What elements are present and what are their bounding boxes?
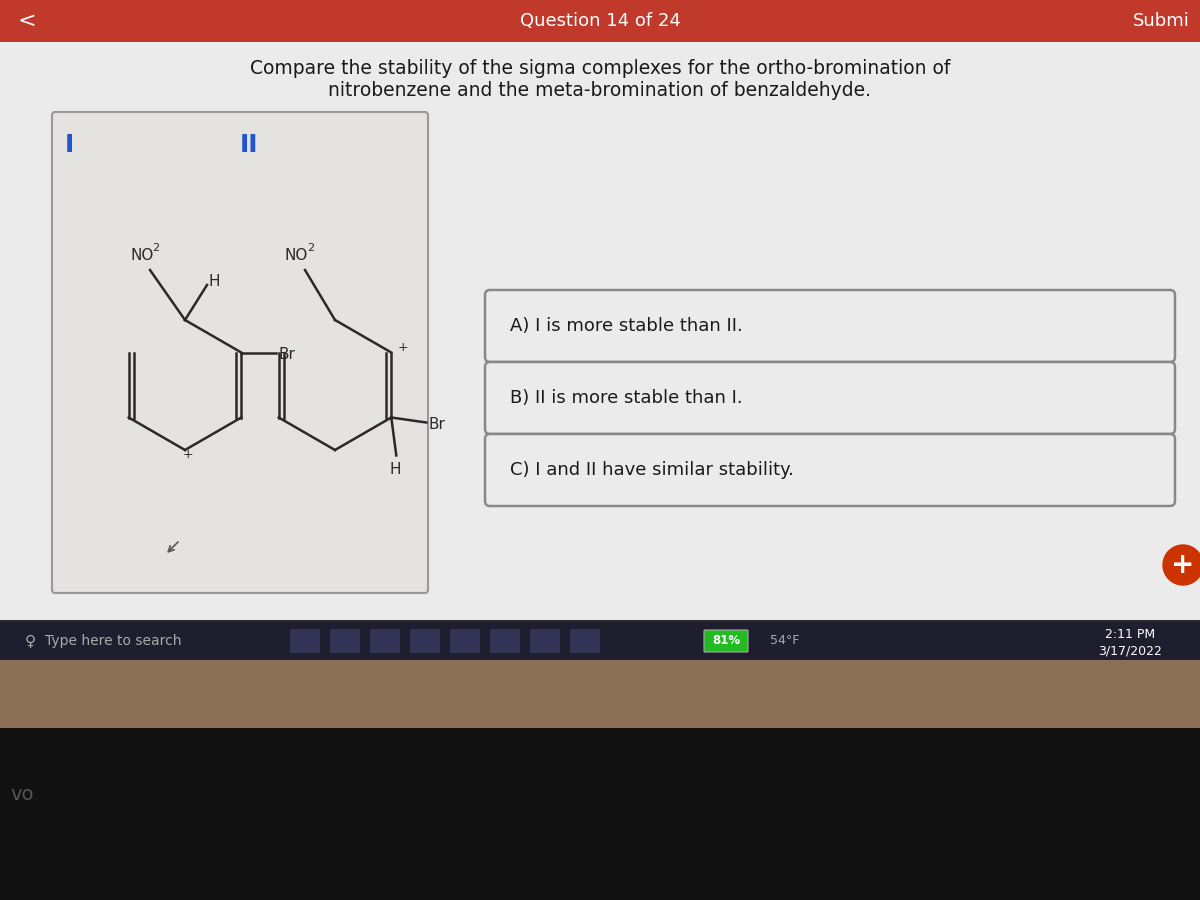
FancyBboxPatch shape: [290, 629, 320, 653]
Text: I: I: [65, 133, 74, 157]
Circle shape: [1163, 545, 1200, 585]
Text: +: +: [398, 341, 409, 354]
FancyBboxPatch shape: [704, 630, 748, 652]
FancyBboxPatch shape: [410, 629, 440, 653]
Text: H: H: [390, 462, 401, 477]
Text: ♀: ♀: [25, 634, 36, 649]
Text: 2: 2: [152, 243, 160, 253]
FancyBboxPatch shape: [0, 42, 1200, 622]
Text: II: II: [240, 133, 258, 157]
Text: A) I is more stable than II.: A) I is more stable than II.: [510, 317, 743, 335]
FancyBboxPatch shape: [485, 290, 1175, 362]
Text: nitrobenzene and the meta-bromination of benzaldehyde.: nitrobenzene and the meta-bromination of…: [329, 80, 871, 100]
FancyBboxPatch shape: [0, 0, 1200, 42]
Text: Br: Br: [428, 417, 445, 432]
FancyBboxPatch shape: [485, 434, 1175, 506]
FancyBboxPatch shape: [0, 660, 1200, 728]
Text: H: H: [209, 274, 221, 290]
Text: vo: vo: [10, 786, 34, 805]
Text: C) I and II have similar stability.: C) I and II have similar stability.: [510, 461, 794, 479]
FancyBboxPatch shape: [450, 629, 480, 653]
FancyBboxPatch shape: [485, 362, 1175, 434]
Text: +: +: [182, 448, 193, 462]
Text: 3/17/2022: 3/17/2022: [1098, 644, 1162, 658]
FancyBboxPatch shape: [0, 620, 1200, 710]
FancyBboxPatch shape: [0, 730, 1200, 900]
Text: NO: NO: [130, 248, 154, 263]
Text: Submi: Submi: [1133, 12, 1190, 30]
Text: Type here to search: Type here to search: [46, 634, 181, 648]
Text: 2: 2: [307, 243, 314, 253]
Text: 2:11 PM: 2:11 PM: [1105, 627, 1156, 641]
Text: B) II is more stable than I.: B) II is more stable than I.: [510, 389, 743, 407]
Text: NO: NO: [286, 248, 308, 263]
FancyBboxPatch shape: [0, 622, 1200, 660]
Text: 81%: 81%: [712, 634, 740, 647]
FancyBboxPatch shape: [52, 112, 428, 593]
Text: Compare the stability of the sigma complexes for the ortho-bromination of: Compare the stability of the sigma compl…: [250, 58, 950, 77]
FancyBboxPatch shape: [570, 629, 600, 653]
FancyBboxPatch shape: [330, 629, 360, 653]
Text: 54°F: 54°F: [770, 634, 799, 647]
FancyBboxPatch shape: [370, 629, 400, 653]
Text: <: <: [18, 11, 37, 31]
FancyBboxPatch shape: [0, 660, 1200, 730]
Text: +: +: [1171, 551, 1195, 579]
Text: Br: Br: [278, 347, 295, 362]
FancyBboxPatch shape: [490, 629, 520, 653]
FancyBboxPatch shape: [530, 629, 560, 653]
Text: Question 14 of 24: Question 14 of 24: [520, 12, 680, 30]
FancyBboxPatch shape: [0, 728, 1200, 900]
